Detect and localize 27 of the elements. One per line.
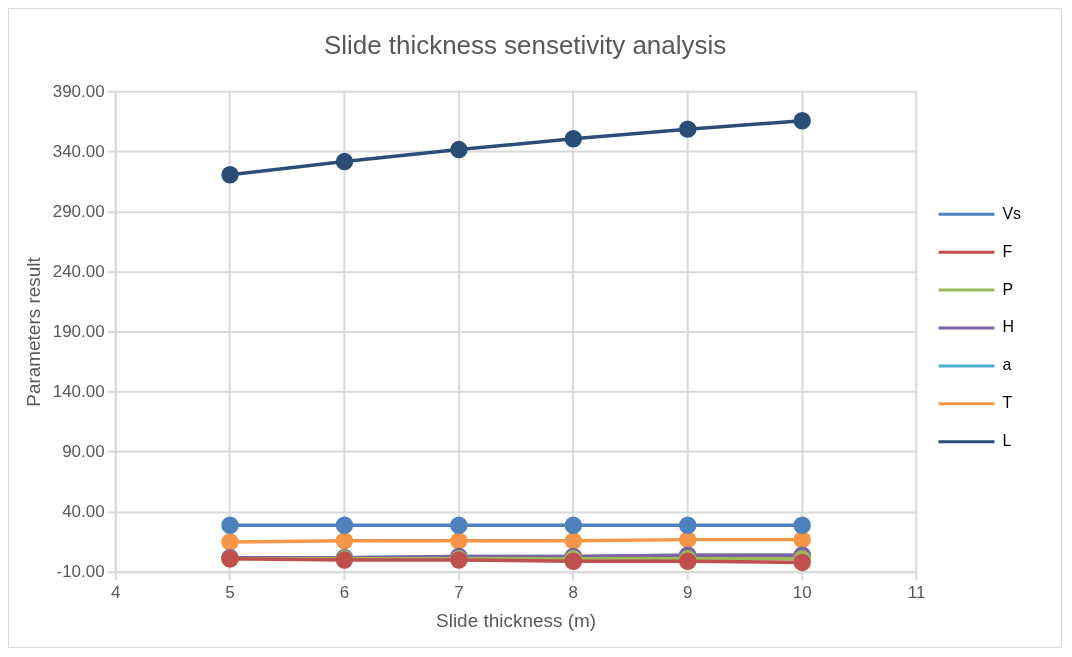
legend-label: P <box>1002 280 1014 298</box>
y-tick-label: 290.00 <box>52 201 105 221</box>
legend-label: F <box>1002 242 1013 260</box>
x-tick-label: 8 <box>568 582 579 602</box>
x-tick-label: 4 <box>110 582 121 602</box>
y-tick-label: 240.00 <box>52 261 105 281</box>
y-tick-label: 390.00 <box>52 81 105 101</box>
legend-label: T <box>1002 394 1013 412</box>
x-tick-label: 6 <box>339 582 350 602</box>
legend-label: a <box>1002 356 1012 374</box>
x-tick-label: 11 <box>907 582 926 602</box>
y-tick-label: 90.00 <box>62 441 105 461</box>
legend-label: L <box>1002 432 1012 450</box>
y-tick-label: 190.00 <box>52 321 105 341</box>
x-tick-label: 9 <box>683 582 693 602</box>
chart-title: Slide thickness sensetivity analysis <box>323 30 727 59</box>
y-axis-title: Parameters result <box>22 256 44 407</box>
x-tick-label: 7 <box>454 582 464 602</box>
legend-label: H <box>1002 318 1014 336</box>
legend-label: Vs <box>1002 204 1022 222</box>
x-tick-label: 10 <box>792 582 812 602</box>
x-tick-label: 5 <box>225 582 235 602</box>
y-tick-label: -10.00 <box>56 561 105 581</box>
y-tick-label: 340.00 <box>52 141 105 161</box>
x-axis-title: Slide thickness (m) <box>436 609 597 631</box>
y-tick-label: 40.00 <box>62 501 105 521</box>
y-tick-label: 140.00 <box>52 381 105 401</box>
